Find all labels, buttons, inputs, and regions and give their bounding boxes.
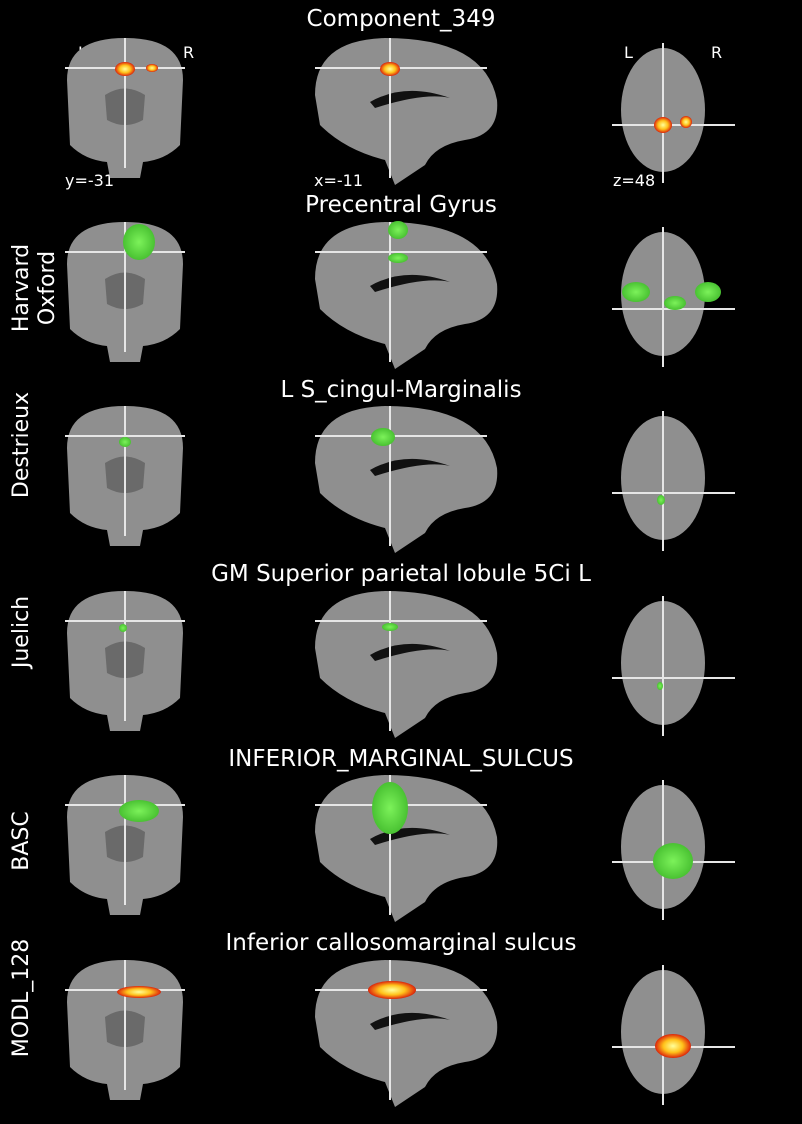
activation-overlay xyxy=(657,495,665,505)
sagittal-slice xyxy=(315,38,498,185)
activation-overlay xyxy=(119,624,127,632)
region-title-destrieux: L S_cingul-Marginalis xyxy=(280,377,522,403)
activation-overlay xyxy=(388,253,408,263)
component-title: Component_349 xyxy=(306,6,496,32)
activation-overlay xyxy=(368,981,416,999)
activation-overlay xyxy=(371,428,395,446)
sagittal-slice xyxy=(315,406,498,553)
coordinate-coronal: y=-31 xyxy=(65,171,115,190)
activation-overlay xyxy=(119,800,159,822)
activation-overlay xyxy=(146,64,158,72)
activation-overlay xyxy=(657,682,663,690)
sagittal-slice xyxy=(315,591,498,738)
activation-overlay xyxy=(654,117,672,133)
region-title-harvard-oxford: Precentral Gyrus xyxy=(305,192,497,218)
orientation-right-coronal: R xyxy=(183,43,195,62)
coordinate-sagittal: x=-11 xyxy=(314,171,364,190)
activation-overlay xyxy=(653,843,693,879)
activation-overlay xyxy=(680,116,692,128)
activation-overlay xyxy=(123,224,155,260)
sagittal-slice xyxy=(315,222,498,369)
orientation-right-axial: R xyxy=(711,43,723,62)
activation-overlay xyxy=(622,282,650,302)
region-title-modl-128: Inferior callosomarginal sulcus xyxy=(225,930,577,956)
region-title-basc: INFERIOR_MARGINAL_SULCUS xyxy=(228,746,574,772)
activation-overlay xyxy=(372,782,408,834)
sagittal-slice xyxy=(315,775,498,922)
activation-overlay xyxy=(119,437,131,447)
activation-overlay xyxy=(117,986,161,998)
sagittal-slice xyxy=(315,960,498,1107)
orientation-left-axial: L xyxy=(624,43,633,62)
activation-overlay xyxy=(664,296,686,310)
activation-overlay xyxy=(655,1034,691,1058)
activation-overlay xyxy=(382,623,398,631)
activation-overlay xyxy=(380,62,400,76)
coordinate-axial: z=48 xyxy=(613,171,656,190)
region-title-juelich: GM Superior parietal lobule 5Ci L xyxy=(211,561,591,587)
activation-overlay xyxy=(115,62,135,76)
activation-overlay xyxy=(388,221,408,239)
activation-overlay xyxy=(695,282,721,302)
